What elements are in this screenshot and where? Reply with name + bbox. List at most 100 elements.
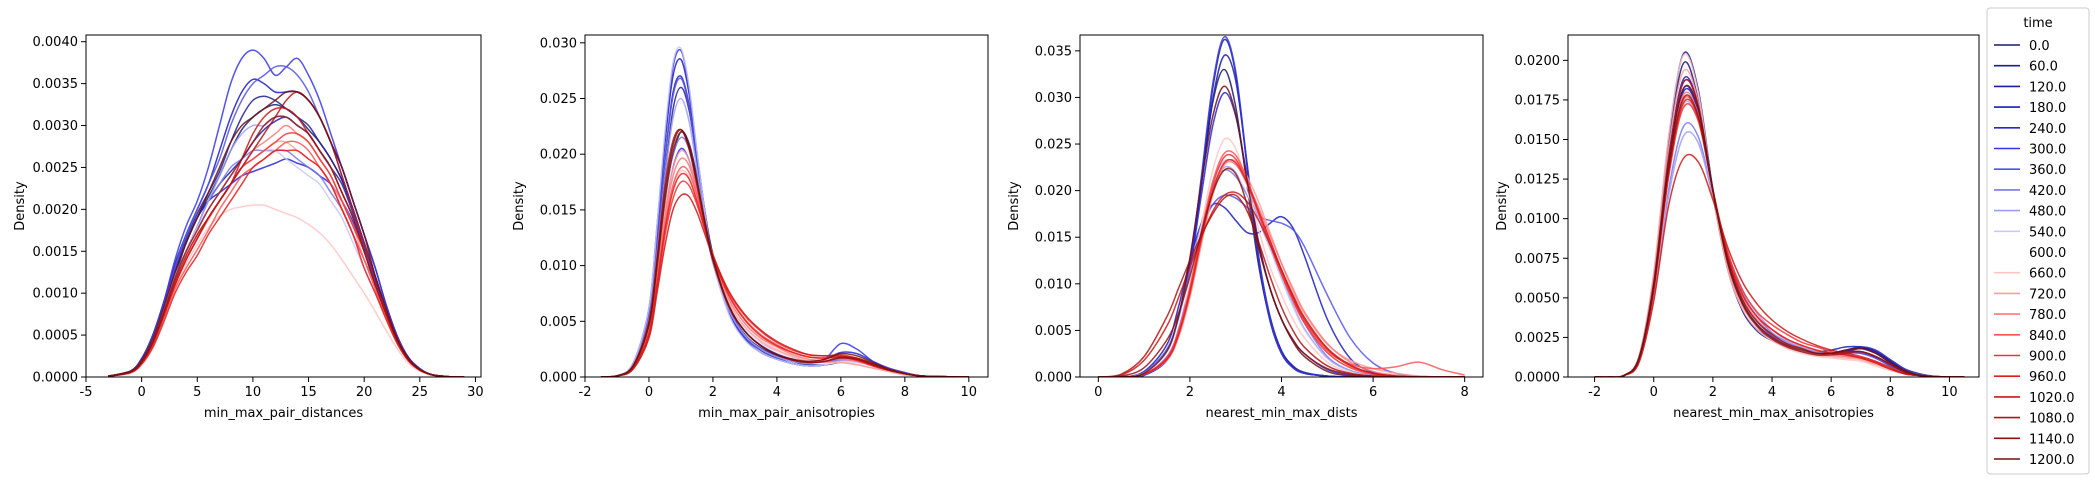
series-line-900.0 bbox=[1098, 153, 1465, 377]
x-tick-label: 2 bbox=[1186, 385, 1194, 400]
legend-label: 60.0 bbox=[2029, 60, 2058, 75]
series-line-720.0 bbox=[1594, 68, 1965, 377]
x-tick-label: 2 bbox=[1709, 385, 1717, 400]
y-tick-label: 0.0030 bbox=[33, 119, 79, 134]
series-line-840.0 bbox=[108, 140, 465, 377]
y-tick-label: 0.0050 bbox=[1515, 291, 1561, 306]
y-tick-label: 0.0175 bbox=[1515, 93, 1561, 108]
legend-label: 900.0 bbox=[2029, 350, 2066, 365]
y-tick-label: 0.0000 bbox=[33, 371, 79, 386]
y-axis: 0.0000 0.0005 0.0010 0.0015 0.0020 0.0025 0.00… bbox=[33, 35, 86, 386]
y-tick-label: 0.030 bbox=[540, 36, 577, 51]
series-line-180.0 bbox=[600, 58, 969, 377]
series-line-780.0 bbox=[108, 124, 465, 377]
x-tick-label: 0 bbox=[137, 385, 145, 400]
x-tick-label: 6 bbox=[837, 385, 845, 400]
series-line-240.0 bbox=[108, 158, 465, 377]
legend-label: 180.0 bbox=[2029, 101, 2066, 116]
series-line-1200.0 bbox=[1594, 84, 1965, 377]
legend-item: 540.0 bbox=[1994, 225, 2066, 240]
legend-item: 720.0 bbox=[1994, 287, 2066, 302]
series-line-120.0 bbox=[108, 116, 465, 377]
y-tick-label: 0.0025 bbox=[33, 161, 79, 176]
series-line-1080.0 bbox=[1594, 78, 1965, 377]
x-tick-label: 25 bbox=[412, 385, 429, 400]
legend-item: 120.0 bbox=[1994, 80, 2066, 95]
series-line-1020.0 bbox=[108, 106, 465, 377]
legend-label: 660.0 bbox=[2029, 267, 2066, 282]
legend-item: 180.0 bbox=[1994, 101, 2066, 116]
subplots: -5 0 5 10 15 20 25 30min_max_pair_distances0.00… bbox=[13, 34, 1980, 421]
legend-label: 720.0 bbox=[2029, 287, 2066, 302]
series-line-1140.0 bbox=[108, 115, 465, 377]
y-tick-label: 0.000 bbox=[540, 371, 577, 386]
y-tick-label: 0.010 bbox=[540, 259, 577, 274]
series-line-1200.0 bbox=[600, 128, 969, 377]
y-tick-label: 0.025 bbox=[540, 92, 577, 107]
legend-label: 0.0 bbox=[2029, 39, 2050, 54]
legend-item: 660.0 bbox=[1994, 267, 2066, 282]
y-tick-label: 0.000 bbox=[1035, 371, 1072, 386]
series-line-0.0 bbox=[108, 103, 465, 377]
y-tick-label: 0.0125 bbox=[1515, 173, 1561, 188]
x-tick-label: 0 bbox=[645, 385, 653, 400]
legend-item: 780.0 bbox=[1994, 308, 2066, 323]
series-line-240.0 bbox=[1098, 92, 1465, 377]
series-line-600.0 bbox=[108, 182, 465, 377]
legend-item: 1140.0 bbox=[1994, 432, 2075, 447]
x-tick-label: 10 bbox=[245, 385, 262, 400]
x-tick-label: 4 bbox=[773, 385, 781, 400]
x-tick-label: 4 bbox=[1768, 385, 1776, 400]
y-tick-label: 0.0040 bbox=[33, 35, 79, 50]
y-tick-label: 0.020 bbox=[540, 148, 577, 163]
series-lines bbox=[600, 46, 969, 377]
legend-box bbox=[1986, 7, 2090, 475]
series-line-1200.0 bbox=[108, 90, 465, 377]
series-line-360.0 bbox=[108, 65, 465, 377]
series-line-120.0 bbox=[600, 75, 969, 377]
x-tick-label: -5 bbox=[80, 385, 93, 400]
x-tick-label: -2 bbox=[1588, 385, 1601, 400]
legend-item: 960.0 bbox=[1994, 370, 2066, 385]
series-line-60.0 bbox=[1098, 38, 1465, 377]
legend-label: 300.0 bbox=[2029, 143, 2066, 158]
x-tick-label: 2 bbox=[709, 385, 717, 400]
y-tick-label: 0.0200 bbox=[1515, 54, 1561, 69]
legend-label: 1200.0 bbox=[2029, 453, 2075, 468]
series-line-1020.0 bbox=[1098, 191, 1465, 377]
x-tick-label: 15 bbox=[300, 385, 317, 400]
legend-item: 600.0 bbox=[1994, 246, 2066, 261]
y-axis-label: Density bbox=[13, 181, 28, 231]
legend-label: 1080.0 bbox=[2029, 412, 2075, 427]
series-line-660.0 bbox=[108, 204, 465, 377]
series-line-1020.0 bbox=[1594, 153, 1965, 377]
y-axis: 0.000 0.005 0.010 0.015 0.020 0.025 0.030 0.035 bbox=[1035, 44, 1080, 386]
y-tick-label: 0.0025 bbox=[1515, 331, 1561, 346]
legend-item: 360.0 bbox=[1994, 163, 2066, 178]
series-line-60.0 bbox=[1594, 51, 1965, 377]
x-tick-label: 30 bbox=[467, 385, 484, 400]
y-tick-label: 0.030 bbox=[1035, 91, 1072, 106]
y-tick-label: 0.0035 bbox=[33, 77, 79, 92]
y-axis: 0.000 0.005 0.010 0.015 0.020 0.025 0.030 bbox=[540, 36, 585, 386]
x-tick-label: 0 bbox=[1650, 385, 1658, 400]
legend-title: time bbox=[2023, 16, 2052, 31]
axes-frame bbox=[584, 34, 989, 378]
series-line-240.0 bbox=[1594, 85, 1965, 377]
x-axis: 0 2 4 6 8 bbox=[1094, 377, 1469, 400]
x-tick-label: 0 bbox=[1094, 385, 1102, 400]
x-tick-label: 5 bbox=[193, 385, 201, 400]
legend-item: 840.0 bbox=[1994, 329, 2066, 344]
legend-label: 540.0 bbox=[2029, 225, 2066, 240]
x-axis: -2 0 2 4 6 8 10 bbox=[1588, 377, 1958, 400]
series-line-180.0 bbox=[108, 78, 465, 377]
legend-item: 900.0 bbox=[1994, 350, 2066, 365]
series-line-120.0 bbox=[1594, 76, 1965, 377]
series-lines bbox=[1594, 51, 1965, 377]
y-tick-label: 0.0100 bbox=[1515, 212, 1561, 227]
legend-item: 1080.0 bbox=[1994, 412, 2075, 427]
x-tick-label: 10 bbox=[961, 385, 978, 400]
legend-label: 1020.0 bbox=[2029, 391, 2075, 406]
y-tick-label: 0.035 bbox=[1035, 44, 1072, 59]
